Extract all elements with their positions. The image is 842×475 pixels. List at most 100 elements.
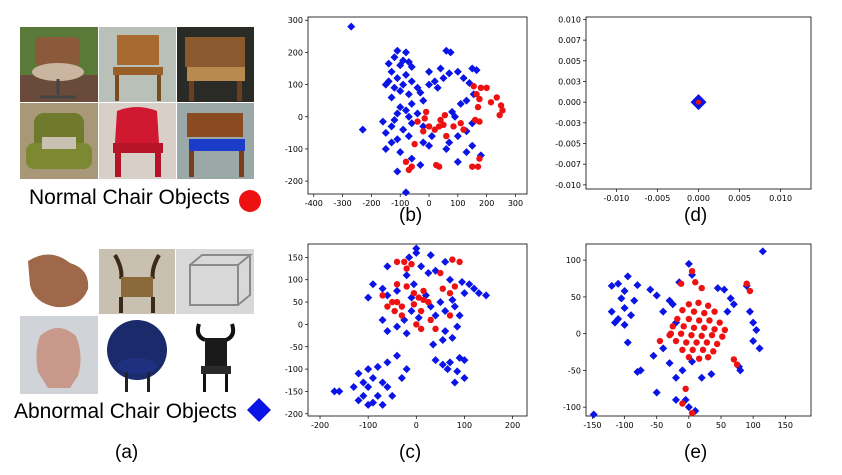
normal-point bbox=[730, 356, 738, 363]
x-tick-label: -0.005 bbox=[645, 194, 671, 203]
abnormal-point bbox=[697, 373, 706, 382]
normal-point bbox=[677, 330, 685, 337]
abnormal-point bbox=[402, 329, 411, 338]
abnormal-point bbox=[427, 132, 436, 141]
normal-point bbox=[476, 155, 483, 162]
abnormal-point bbox=[407, 77, 416, 86]
abnormal-point bbox=[749, 337, 758, 346]
panel-c-label: (c) bbox=[399, 442, 422, 463]
normal-point bbox=[704, 353, 712, 361]
y-tick-label: -50 bbox=[290, 343, 303, 352]
thumb-abnormal-wire-cube-chair bbox=[176, 249, 254, 314]
abnormal-point bbox=[429, 340, 438, 349]
thumb-normal-green-recliner bbox=[20, 103, 98, 179]
abnormal-point bbox=[358, 125, 367, 134]
abnormal-point bbox=[402, 365, 411, 374]
normal-point bbox=[683, 339, 690, 346]
abnormal-point bbox=[620, 303, 629, 312]
abnormal-point bbox=[396, 87, 405, 96]
abnormal-point bbox=[393, 322, 402, 331]
abnormal-point bbox=[672, 373, 680, 382]
abnormal-point bbox=[445, 275, 454, 284]
abnormal-point bbox=[652, 291, 661, 300]
abnormal-point bbox=[387, 122, 396, 131]
normal-point bbox=[413, 321, 420, 328]
normal-point bbox=[391, 307, 398, 315]
abnormal-point bbox=[407, 307, 416, 316]
x-tick-label: 100 bbox=[450, 199, 465, 208]
x-tick-label: -50 bbox=[650, 421, 663, 430]
abnormal-point bbox=[416, 161, 425, 170]
abnormal-point bbox=[460, 374, 469, 383]
abnormal-point bbox=[436, 298, 445, 307]
abnormal-point bbox=[401, 106, 410, 115]
normal-point bbox=[493, 94, 500, 101]
normal-point bbox=[476, 118, 483, 125]
abnormal-point bbox=[364, 382, 373, 391]
abnormal-point bbox=[439, 74, 448, 83]
abnormal-point bbox=[450, 112, 459, 121]
abnormal-point bbox=[453, 322, 462, 331]
abnormal-point bbox=[755, 344, 764, 353]
abnormal-point bbox=[393, 286, 402, 295]
abnormal-point bbox=[419, 122, 428, 131]
abnormal-point bbox=[729, 300, 738, 309]
normal-point bbox=[384, 303, 391, 310]
abnormal-point bbox=[364, 293, 373, 302]
y-tick-label: 100 bbox=[288, 81, 303, 90]
panel-a-label: (a) bbox=[115, 442, 139, 463]
normal-point bbox=[393, 258, 401, 266]
normal-point bbox=[470, 82, 477, 90]
abnormal-point bbox=[438, 336, 447, 345]
normal-point bbox=[704, 302, 712, 309]
abnormal-point bbox=[378, 315, 387, 324]
normal-point bbox=[711, 308, 718, 315]
normal-point bbox=[417, 325, 425, 333]
normal-point bbox=[379, 292, 386, 299]
normal-point bbox=[682, 385, 689, 393]
y-tick-label: 100 bbox=[566, 256, 581, 265]
normal-point bbox=[719, 333, 726, 340]
plot-e-frame bbox=[585, 243, 812, 417]
normal-point bbox=[680, 323, 687, 330]
abnormal-point bbox=[354, 369, 363, 378]
abnormal-point bbox=[425, 67, 434, 76]
thumb-abnormal-peacock-chair bbox=[99, 316, 176, 394]
x-tick-label: 100 bbox=[746, 421, 761, 430]
normal-point bbox=[401, 258, 408, 266]
normal-point bbox=[411, 140, 418, 148]
abnormal-point bbox=[678, 366, 687, 375]
abnormal-point bbox=[407, 119, 416, 128]
abnormal-point bbox=[424, 269, 433, 278]
abnormal-point bbox=[378, 284, 387, 293]
plot-b-frame bbox=[307, 16, 528, 195]
abnormal-point bbox=[409, 280, 418, 289]
normal-point bbox=[679, 400, 686, 407]
abnormal-point bbox=[426, 251, 435, 260]
abnormal-point bbox=[347, 22, 356, 31]
abnormal-point bbox=[401, 48, 410, 57]
normal-point bbox=[410, 289, 418, 297]
abnormal-point bbox=[445, 358, 454, 367]
normal-point bbox=[457, 120, 464, 127]
abnormal-point bbox=[359, 391, 368, 400]
y-tick-label: 0 bbox=[576, 330, 581, 339]
abnormal-point bbox=[383, 358, 392, 367]
abnormal-point bbox=[393, 109, 402, 118]
x-tick-label: 200 bbox=[479, 199, 494, 208]
normal-point bbox=[711, 326, 718, 333]
y-tick-label: -100 bbox=[563, 403, 581, 412]
abnormal-point bbox=[383, 262, 392, 271]
abnormal-point bbox=[441, 307, 450, 316]
y-tick-label: 0 bbox=[298, 320, 303, 329]
abnormal-point bbox=[445, 69, 454, 78]
normal-point bbox=[688, 331, 695, 339]
abnormal-point bbox=[419, 96, 428, 105]
abnormal-point bbox=[460, 356, 469, 365]
abnormal-point bbox=[450, 378, 459, 387]
thumb-normal-wooden-chair bbox=[99, 27, 176, 102]
abnormal-point bbox=[368, 374, 377, 383]
normal-point bbox=[439, 285, 446, 292]
abnormal-point bbox=[749, 318, 758, 327]
normal-point bbox=[422, 108, 430, 116]
